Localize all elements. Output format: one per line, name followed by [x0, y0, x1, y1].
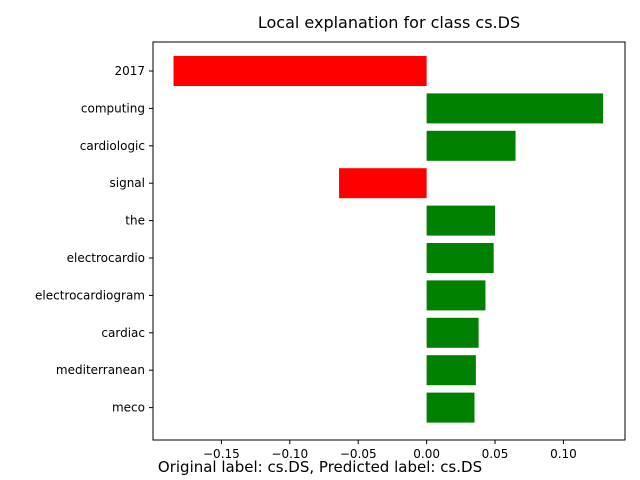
x-tick-label: 0.10 — [550, 447, 577, 461]
y-tick-label: meco — [112, 401, 145, 415]
x-tick-label: −0.05 — [340, 447, 377, 461]
chart-title: Local explanation for class cs.DS — [258, 13, 520, 32]
bar-the — [426, 205, 496, 236]
x-tick-label: 0.05 — [482, 447, 509, 461]
y-tick-label: electrocardio — [67, 251, 145, 265]
bar-2017 — [173, 56, 427, 86]
x-axis-ticks: −0.15 −0.10 −0.05 0.00 0.05 0.10 — [203, 440, 577, 461]
y-axis-ticks: 2017 computing cardiologic signal the electro… — [35, 64, 153, 415]
bar-signal — [339, 168, 427, 199]
y-tick-label: signal — [110, 176, 146, 190]
x-tick-label: 0.00 — [413, 447, 440, 461]
y-tick-label: cardiac — [101, 326, 145, 340]
bar-computing — [426, 93, 604, 124]
bar-electrocardio — [426, 243, 494, 273]
y-tick-label: computing — [81, 101, 145, 115]
bar-mediterranean — [426, 355, 476, 386]
x-tick-label: −0.10 — [271, 447, 308, 461]
y-tick-label: mediterranean — [56, 363, 145, 377]
y-tick-label: cardiologic — [80, 139, 145, 153]
y-tick-label: 2017 — [114, 64, 145, 78]
bar-cardiac — [426, 317, 479, 348]
bar-meco — [426, 392, 475, 423]
axes-frame — [152, 41, 626, 441]
bar-cardiologic — [426, 130, 516, 161]
y-tick-label: the — [125, 214, 145, 228]
bar-electrocardiogram — [426, 280, 486, 311]
y-tick-label: electrocardiogram — [35, 288, 145, 302]
label-caption: Original label: cs.DS, Predicted label: … — [157, 458, 483, 476]
x-tick-label: −0.15 — [203, 447, 240, 461]
bars-group — [173, 56, 604, 423]
